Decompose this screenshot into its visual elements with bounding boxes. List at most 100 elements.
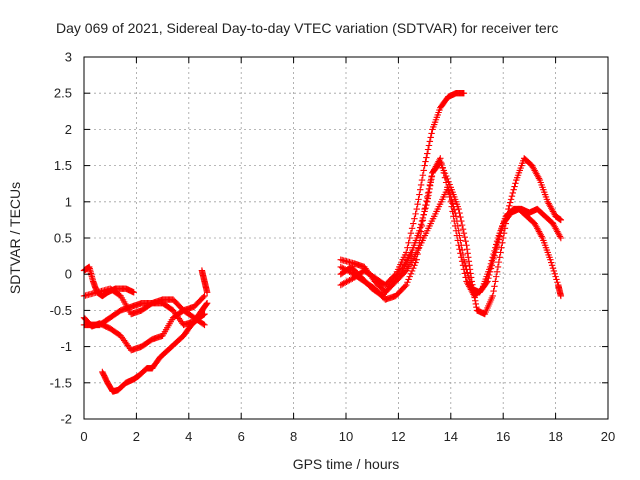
data-point — [451, 206, 458, 214]
grid — [84, 57, 608, 419]
data-point — [498, 226, 505, 234]
data-point — [203, 300, 210, 308]
data-point — [130, 289, 137, 296]
data-point — [401, 283, 409, 290]
data-point — [487, 265, 495, 272]
data-point — [493, 242, 501, 250]
data-point — [417, 228, 425, 235]
data-point — [405, 239, 412, 247]
data-point — [552, 273, 559, 280]
data-point — [483, 279, 490, 286]
data-point — [423, 154, 430, 161]
data-point — [458, 246, 466, 254]
data-point — [425, 142, 433, 149]
data-point — [445, 187, 453, 194]
data-point — [404, 244, 411, 251]
data-point — [548, 262, 556, 269]
data-point — [201, 321, 208, 329]
data-point — [507, 196, 515, 203]
x-tick-label: 10 — [339, 429, 353, 444]
data-point — [420, 211, 427, 218]
data-point — [456, 232, 463, 239]
x-tick-label: 0 — [80, 429, 87, 444]
data-point — [424, 189, 432, 197]
data-point — [496, 233, 503, 240]
data-point — [411, 262, 418, 269]
data-point — [462, 238, 469, 245]
data-point — [497, 229, 504, 237]
data-point — [408, 267, 416, 275]
axis-ticks: 0 2 4 6 8 10 12 14 16 18 20 -2 -1.5 -1 -0.5 0 0.5 1 1.5 2 2.… — [50, 50, 616, 445]
data-point — [462, 262, 469, 270]
data-point — [463, 266, 470, 273]
data-point — [490, 255, 497, 263]
series-track-6 — [148, 310, 208, 372]
data-point — [449, 200, 456, 207]
data-point — [417, 186, 424, 193]
data-point — [464, 250, 471, 257]
data-point — [509, 189, 517, 197]
data-point — [451, 209, 459, 217]
x-tick-label: 16 — [496, 429, 510, 444]
data-point — [472, 297, 479, 304]
data-point — [200, 293, 207, 301]
data-point — [413, 256, 420, 263]
data-point — [495, 258, 503, 266]
data-point — [465, 254, 472, 261]
data-point — [439, 164, 446, 172]
data-point — [450, 203, 457, 210]
y-tick-label: 1 — [65, 194, 72, 209]
data-point — [465, 275, 473, 283]
data-point — [426, 138, 434, 145]
data-point — [406, 273, 413, 280]
data-point — [458, 242, 465, 249]
x-tick-label: 14 — [444, 429, 458, 444]
data-point — [419, 217, 427, 224]
data-point — [511, 183, 518, 190]
data-point — [424, 193, 431, 201]
data-point — [419, 172, 427, 179]
data-point — [455, 227, 462, 234]
data-point — [461, 233, 468, 241]
data-point — [548, 259, 555, 266]
data-point — [499, 223, 506, 230]
data-point — [466, 279, 474, 286]
data-point — [460, 229, 468, 237]
data-point — [506, 202, 513, 210]
data-point — [420, 167, 427, 174]
data-point — [459, 225, 467, 233]
chart-title: Day 069 of 2021, Sidereal Day-to-day VTE… — [56, 20, 558, 36]
data-point — [547, 256, 554, 263]
data-point — [557, 292, 565, 300]
y-tick-label: 0 — [65, 267, 72, 282]
data-point — [200, 320, 207, 328]
data-point — [458, 221, 466, 229]
series-track-5 — [99, 365, 156, 395]
x-tick-label: 20 — [601, 429, 615, 444]
data-point — [457, 237, 464, 244]
data-point — [407, 270, 415, 277]
y-tick-label: 0.5 — [54, 231, 72, 246]
data-point — [490, 287, 497, 295]
data-point — [408, 225, 416, 232]
data-point — [457, 213, 464, 221]
data-point — [455, 205, 462, 213]
data-point — [391, 272, 398, 279]
data-point — [493, 246, 500, 253]
data-point — [423, 197, 430, 205]
data-point — [428, 173, 435, 181]
data-point — [403, 249, 410, 256]
data-point — [427, 177, 434, 185]
x-tick-label: 8 — [290, 429, 297, 444]
data-point — [417, 233, 424, 241]
data-point — [407, 229, 415, 237]
data-point — [494, 239, 502, 247]
data-point — [203, 289, 211, 296]
data-point — [493, 268, 501, 275]
data-point — [203, 299, 211, 307]
data-point — [466, 262, 473, 269]
data-point — [441, 174, 449, 181]
y-tick-label: -1 — [60, 339, 72, 354]
data-point — [421, 205, 428, 213]
data-point — [551, 270, 558, 277]
